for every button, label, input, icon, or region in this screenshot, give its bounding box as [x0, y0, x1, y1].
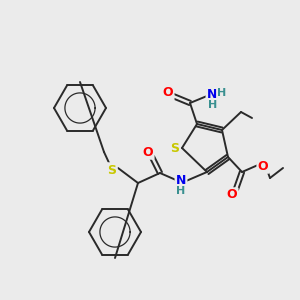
Text: O: O — [227, 188, 237, 202]
Text: S: S — [107, 164, 116, 176]
Text: O: O — [258, 160, 268, 172]
Text: H: H — [218, 88, 226, 98]
Text: O: O — [163, 86, 173, 100]
Text: S: S — [170, 142, 179, 155]
Text: N: N — [176, 173, 186, 187]
Text: H: H — [176, 186, 186, 196]
Text: H: H — [208, 100, 217, 110]
Text: N: N — [207, 88, 217, 101]
Text: O: O — [143, 146, 153, 158]
